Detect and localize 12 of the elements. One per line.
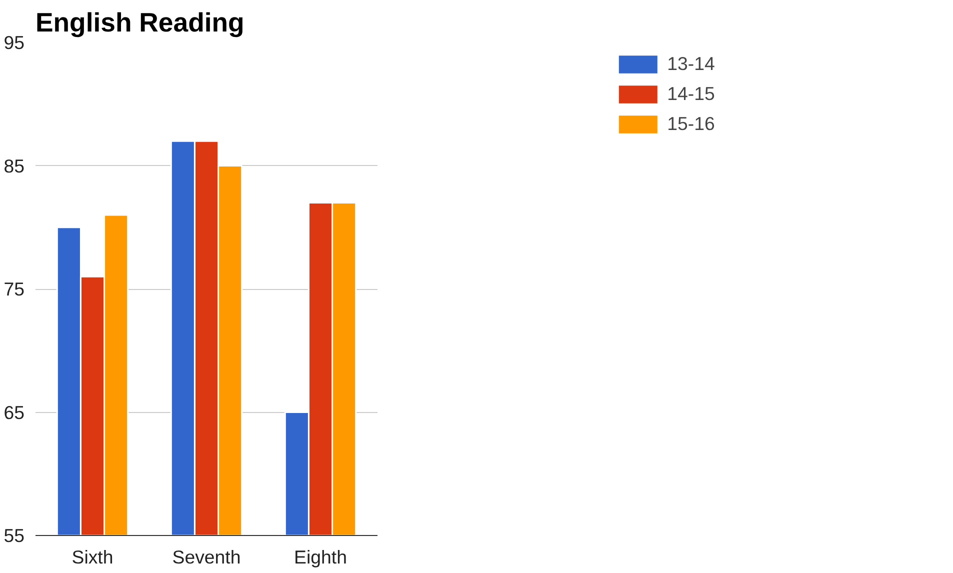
x-tick-label: Sixth	[72, 546, 114, 568]
legend-label: 15-16	[667, 113, 715, 135]
x-tick-label: Eighth	[294, 546, 347, 568]
y-tick-label: 85	[4, 155, 25, 176]
chart-title: English Reading	[36, 8, 244, 38]
legend-label: 14-15	[667, 83, 715, 105]
y-tick-label: 95	[4, 32, 25, 53]
y-tick-label: 75	[4, 278, 25, 300]
y-tick-label: 65	[4, 402, 25, 423]
legend-label: 13-14	[667, 53, 715, 75]
y-tick-label: 55	[4, 525, 25, 546]
x-tick-label: Seventh	[172, 546, 241, 568]
